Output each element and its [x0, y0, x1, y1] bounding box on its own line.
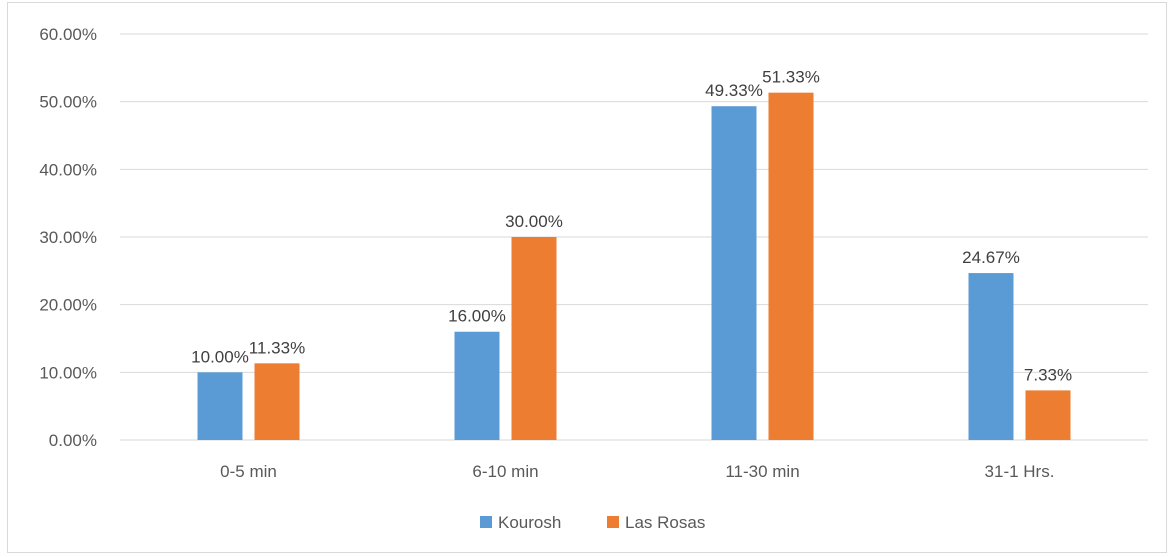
data-label: 11.33% [249, 338, 305, 357]
y-tick-label: 0.00% [49, 431, 97, 450]
data-label: 10.00% [191, 347, 249, 366]
data-label: 24.67% [962, 248, 1020, 267]
data-label: 49.33% [705, 81, 763, 100]
legend-swatch [480, 516, 492, 528]
bar [511, 237, 557, 440]
y-tick-label: 20.00% [39, 296, 97, 315]
data-labels: 10.00% 11.33% 16.00% 30.00% 49.33%51.33% 24.6… [191, 68, 1072, 385]
legend: Kourosh Las Rosas [480, 513, 705, 532]
data-label: 51.33% [762, 68, 820, 87]
x-tick-label: 6-10 min [472, 462, 538, 481]
y-tick-label: 40.00% [39, 160, 97, 179]
data-label: 7.33% [1024, 365, 1072, 384]
legend-label: Las Rosas [625, 513, 705, 532]
data-label: 30.00% [505, 212, 563, 231]
bar [454, 331, 500, 440]
y-tick-label: 30.00% [39, 228, 97, 247]
x-tick-label: 0-5 min [220, 462, 277, 481]
bar [968, 273, 1014, 440]
bar [711, 106, 757, 441]
bar [254, 363, 300, 440]
bars [197, 92, 1071, 441]
bar [197, 372, 243, 440]
y-tick-label: 10.00% [39, 363, 97, 382]
bar [768, 92, 814, 441]
y-tick-label: 60.00% [39, 25, 97, 44]
y-axis-ticks: 0.00% 10.00% 20.00% 30.00% 40.00% 50.00% 60.00… [39, 25, 97, 450]
legend-swatch [607, 516, 619, 528]
x-axis-ticks: 0-5 min 6-10 min 11-30 min 31-1 Hrs. [220, 462, 1054, 481]
x-tick-label: 11-30 min [725, 462, 799, 481]
x-tick-label: 31-1 Hrs. [985, 462, 1055, 481]
y-tick-label: 50.00% [39, 93, 97, 112]
data-label: 16.00% [448, 307, 506, 326]
bar [1025, 390, 1071, 440]
legend-label: Kourosh [498, 513, 561, 532]
